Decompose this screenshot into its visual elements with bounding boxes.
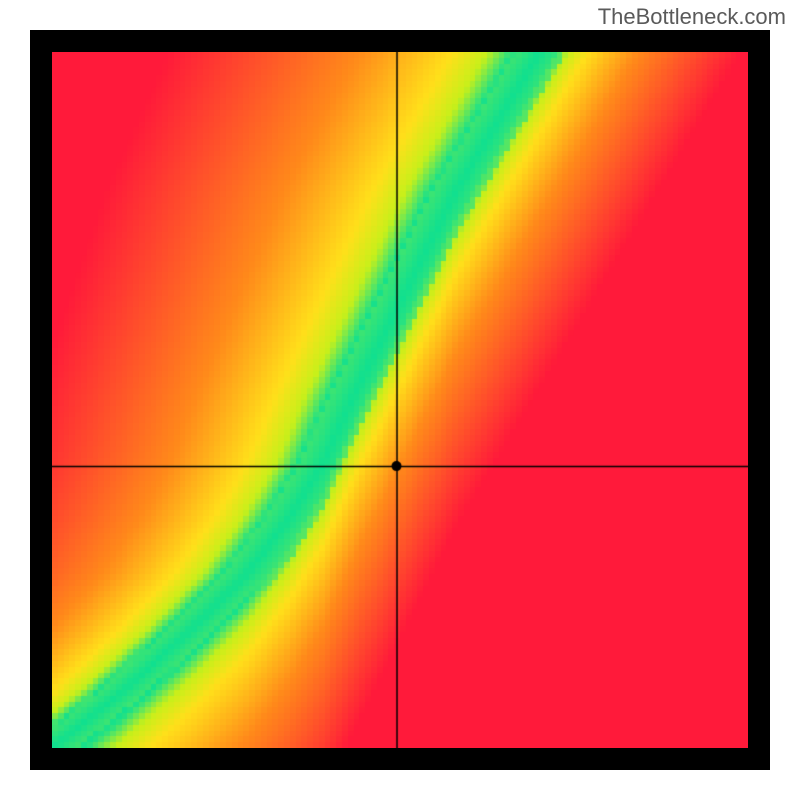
plot-border	[30, 30, 770, 770]
bottleneck-chart-container: TheBottleneck.com	[0, 0, 800, 800]
watermark-text: TheBottleneck.com	[598, 4, 786, 30]
heatmap-canvas	[52, 52, 748, 748]
